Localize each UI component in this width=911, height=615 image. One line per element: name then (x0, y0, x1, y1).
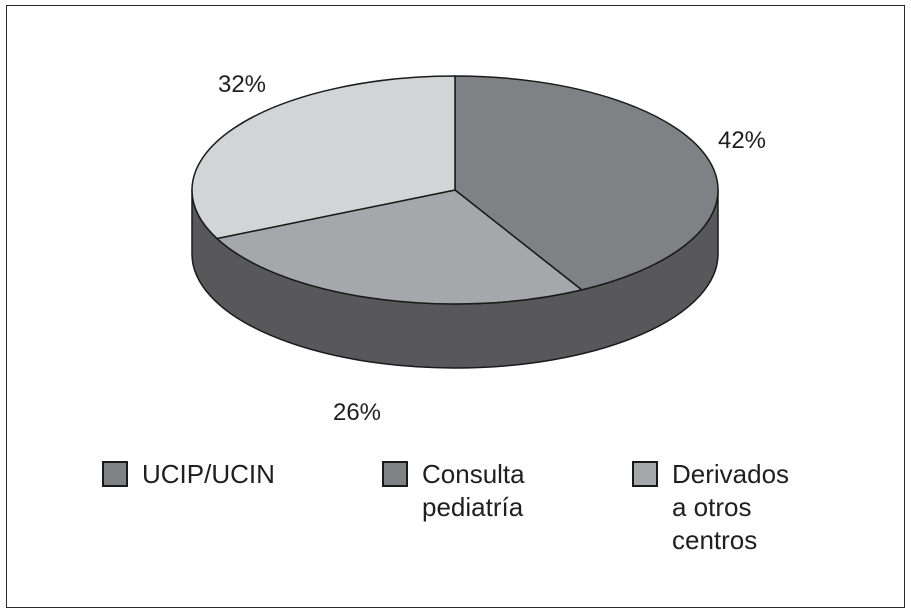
legend-swatch-derivados (632, 461, 658, 487)
pie-slice-derivados (191, 75, 456, 240)
pie-label-ucip: 42% (718, 127, 766, 154)
pie-slice-ucip (454, 75, 719, 291)
pie-label-consulta: 26% (333, 399, 381, 426)
legend-item-ucip: UCIP/UCIN (102, 458, 275, 491)
legend-item-derivados: Derivados a otros centros (632, 458, 789, 557)
pie-label-derivados: 32% (218, 71, 266, 98)
legend-swatch-consulta (382, 461, 408, 487)
legend-label-consulta: Consulta pediatría (422, 459, 525, 522)
legend-label-derivados: Derivados a otros centros (672, 459, 790, 555)
legend-swatch-ucip (102, 461, 128, 487)
legend-item-consulta: Consulta pediatría (382, 458, 525, 524)
pie-chart: 42% 26% 32% (191, 71, 766, 426)
legend-label-ucip: UCIP/UCIN (142, 459, 275, 489)
chart-figure: 42% 26% 32% UCIP/UCIN Consulta pediatría D… (6, 5, 905, 608)
pie-slice-consulta (216, 189, 583, 305)
